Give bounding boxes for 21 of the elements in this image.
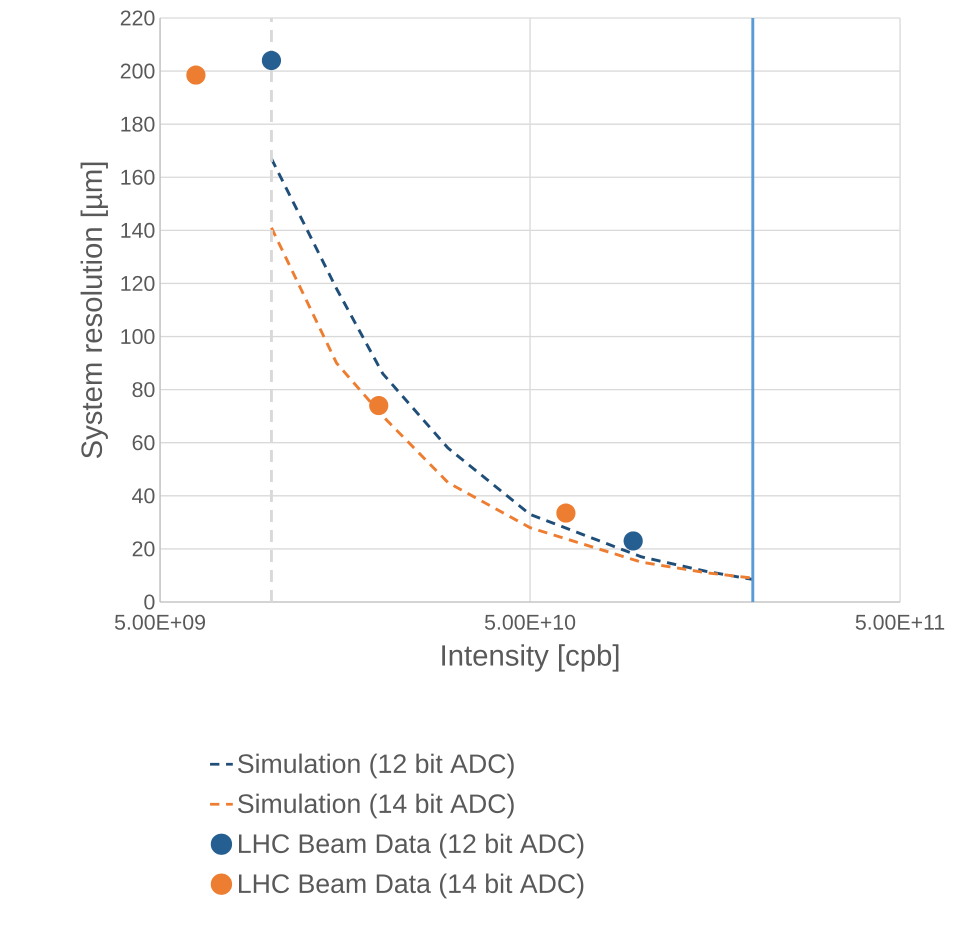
legend-label: LHC Beam Data (14 bit ADC): [239, 874, 584, 898]
y-tick-label: 0: [144, 594, 154, 610]
x-tick-label: 5.00E+09: [114, 614, 205, 630]
y-tick-label: 140: [121, 222, 154, 238]
y-axis-title: System resolution [µm]: [80, 162, 108, 458]
legend-label: LHC Beam Data (12 bit ADC): [239, 834, 584, 858]
x-tick-label: 5.00E+11: [856, 614, 944, 630]
y-tick-label: 20: [132, 541, 154, 556]
y-tick-label: 220: [120, 10, 154, 26]
y-tick-label: 60: [132, 435, 154, 450]
x-tick-label: 5.00E+10: [484, 614, 576, 630]
x-axis-title: Intensity [cpb]: [442, 644, 618, 672]
y-tick-label: 180: [121, 116, 154, 132]
y-tick-label: 40: [132, 488, 154, 504]
y-tick-label: 100: [121, 328, 154, 344]
legend-label: Simulation (12 bit ADC): [238, 754, 514, 778]
y-tick-label: 160: [121, 170, 154, 185]
y-tick-label: 200: [120, 64, 154, 79]
legend-label: Simulation (14 bit ADC): [238, 794, 514, 818]
y-tick-label: 80: [132, 382, 154, 398]
y-tick-label: 120: [121, 276, 154, 291]
